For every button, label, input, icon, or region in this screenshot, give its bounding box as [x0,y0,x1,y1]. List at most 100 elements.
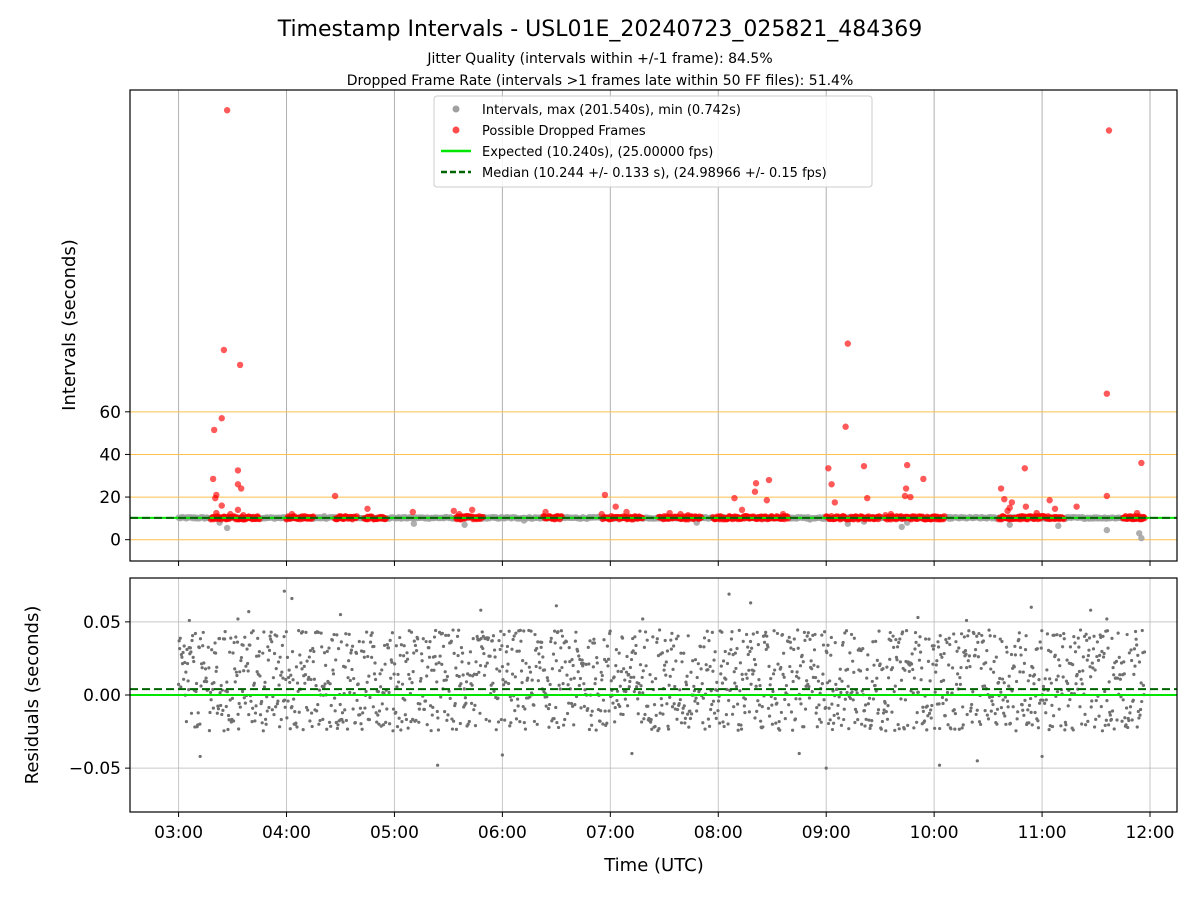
dropped-point [844,340,851,347]
residual-point [746,652,750,657]
residual-point [915,720,919,724]
residual-point [355,698,359,702]
residual-point [376,690,380,694]
residual-point [275,634,279,638]
residual-point [1141,683,1146,687]
interval-point [410,520,418,527]
residual-point [829,653,833,657]
residual-point [285,655,290,659]
residual-point [464,701,468,705]
residual-point [705,629,709,633]
residual-point [896,722,900,727]
x-tick-labels: 03:00 04:00 05:00 06:00 07:00 08:00 09:00 10:00… [154,812,1175,843]
residual-point [789,710,794,714]
residual-point [1040,754,1044,759]
residual-point [999,706,1004,710]
residual-point [934,670,938,674]
dropped-point [612,503,619,510]
legend-box [433,95,873,188]
residual-point [599,709,603,713]
residual-point [234,670,238,674]
residual-point [272,651,277,656]
residual-point [642,717,646,721]
xtick-label-11:00: 11:00 [1018,823,1067,843]
residual-point [726,722,730,726]
residual-point [1036,726,1041,730]
residual-point [334,720,338,725]
residual-point [931,647,936,651]
residual-point [510,647,514,651]
residual-point [672,644,676,648]
residual-point [220,712,224,717]
residual-point [592,641,597,645]
residual-point [1106,646,1110,650]
residual-point [828,718,832,722]
residual-point [601,698,606,702]
xtick-label-04:00: 04:00 [262,823,311,843]
residual-point [1135,643,1139,647]
residual-point [652,702,657,707]
residual-point [944,698,949,702]
residual-point [277,683,281,687]
residual-point [715,680,719,685]
residual-point [613,720,617,724]
residual-point [863,703,868,707]
residual-point [535,646,539,651]
dropped-point [601,491,609,499]
residual-point [226,727,230,732]
residual-point [366,654,370,659]
interval-point [1103,526,1111,534]
residual-point [559,629,563,633]
residual-point [386,646,391,650]
residual-point [641,617,645,621]
residual-point [461,673,465,677]
residual-point [595,661,599,665]
residual-point [751,672,755,676]
residual-point [267,648,272,652]
residual-point [1105,629,1110,633]
residual-point [891,634,895,638]
dropped-point [409,508,416,516]
residual-point [1120,719,1124,723]
residual-point [404,717,409,722]
residual-point [673,684,677,689]
residual-point [329,703,333,708]
residual-point [1066,681,1070,686]
residual-point [179,685,183,689]
residual-point [1097,714,1101,718]
residual-point [309,677,313,682]
residual-point [198,722,202,726]
residual-point [840,679,844,683]
residual-point [1138,713,1142,717]
residual-point [207,729,212,733]
residual-point [303,681,307,685]
residual-point [678,688,682,692]
residual-point [659,697,663,701]
residual-point [1043,701,1047,705]
residual-point [410,681,414,685]
residual-point [693,699,697,703]
residual-point [725,661,730,666]
residual-point [894,638,898,642]
residual-point [843,631,847,635]
residual-point [736,728,740,732]
residual-point [1066,704,1070,708]
residual-point [207,666,211,670]
residual-point [634,643,638,648]
residual-point [523,727,528,731]
residual-point [361,640,365,644]
residual-point [917,643,921,647]
residual-point [980,633,984,638]
residual-point [876,708,881,712]
residual-point [912,676,917,680]
residual-point [1017,631,1021,635]
residual-point [483,664,488,668]
residual-point [701,721,705,725]
residual-point [865,676,869,680]
residual-point [514,631,518,635]
residual-point [286,675,291,680]
residual-point [1011,705,1015,709]
residual-point [605,721,609,725]
residual-point [1022,713,1026,717]
residual-point [952,632,956,636]
